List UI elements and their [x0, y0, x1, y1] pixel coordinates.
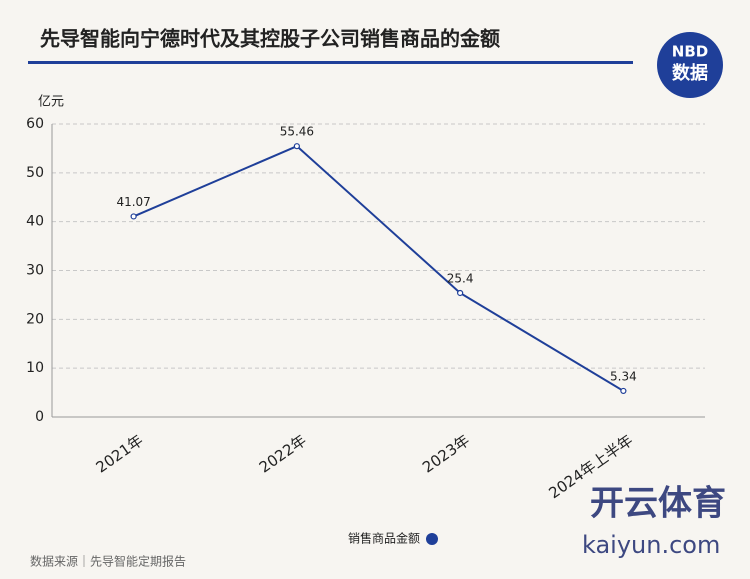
source: 数据来源｜先导智能定期报告 — [30, 554, 186, 569]
y-tick-label: 60 — [26, 116, 44, 132]
value-label: 41.07 — [116, 195, 150, 209]
value-label: 25.4 — [447, 271, 474, 285]
logo — [657, 32, 723, 98]
y-tick-label: 40 — [26, 214, 44, 230]
point — [293, 143, 300, 150]
y-axis-label: 亿元 — [38, 95, 64, 110]
watermark: kaiyun.com — [582, 531, 720, 559]
legend-marker — [426, 533, 438, 545]
y-tick-label: 30 — [26, 263, 44, 279]
value-label: 5.34 — [610, 369, 637, 383]
point — [620, 387, 627, 395]
logo-text: 数据 — [672, 62, 708, 84]
title-rule — [28, 61, 633, 64]
point — [457, 289, 464, 297]
legend-label: 销售商品金额 — [348, 531, 420, 546]
line — [133, 144, 624, 392]
y-tick-label: 0 — [35, 409, 44, 425]
point — [130, 213, 137, 220]
chart-title: 先导智能向宁德时代及其控股子公司销售商品的金额 — [40, 27, 500, 51]
value-label: 55.46 — [280, 125, 314, 139]
logo-text: NBD — [672, 43, 708, 61]
y-tick-label: 50 — [26, 165, 44, 181]
watermark: 开云体育 — [590, 484, 726, 524]
y-tick-label: 10 — [26, 360, 44, 376]
y-tick-label: 20 — [26, 311, 44, 327]
